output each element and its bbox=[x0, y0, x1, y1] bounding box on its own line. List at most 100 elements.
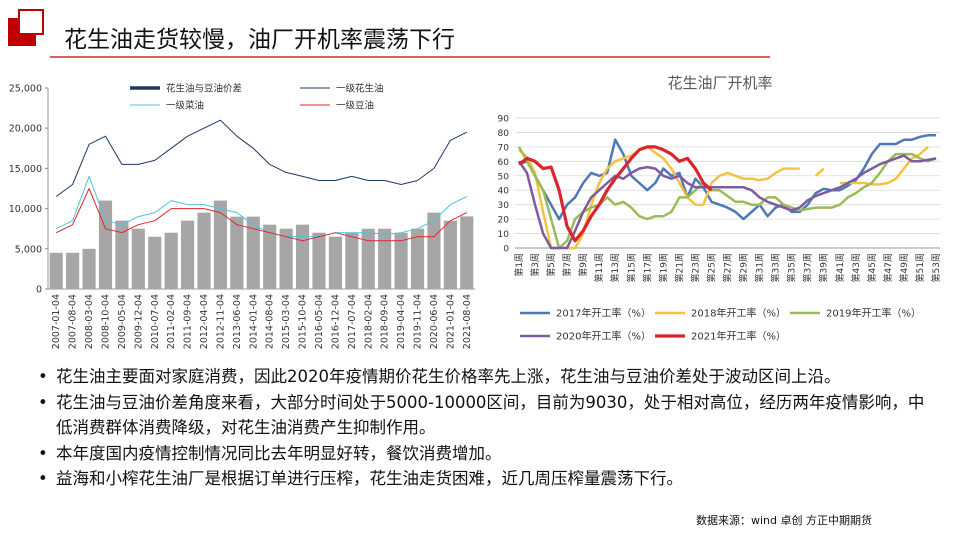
bar bbox=[66, 252, 80, 289]
x-tick-label: 2014-01-04 bbox=[248, 294, 259, 349]
bar bbox=[378, 228, 392, 289]
x-tick-label: 第43周 bbox=[850, 253, 862, 282]
y-tick-label: 25,000 bbox=[9, 84, 42, 95]
legend-label: 花生油与豆油价差 bbox=[166, 83, 242, 95]
x-tick-label: 2013-06-04 bbox=[232, 294, 243, 349]
x-tick-label: 2015-10-04 bbox=[298, 294, 309, 349]
x-tick-label: 2011-09-04 bbox=[183, 294, 194, 349]
x-tick-label: 第13周 bbox=[609, 253, 621, 282]
y-tick-label: 20 bbox=[498, 216, 510, 226]
x-tick-label: 第35周 bbox=[786, 253, 798, 282]
bar bbox=[181, 220, 195, 289]
bar bbox=[427, 212, 441, 289]
legend-label: 2021年开工率（%） bbox=[691, 330, 786, 343]
x-tick-label: 第31周 bbox=[754, 253, 766, 282]
x-tick-label: 2020-06-04 bbox=[429, 294, 440, 349]
legend-label: 2020年开工率（%） bbox=[556, 330, 651, 343]
bar bbox=[394, 232, 408, 289]
y-tick-label: 0 bbox=[36, 285, 42, 296]
x-tick-label: 第15周 bbox=[625, 253, 637, 282]
legend-label: 一级豆油 bbox=[336, 100, 374, 112]
y-tick-label: 40 bbox=[498, 187, 510, 197]
bar bbox=[49, 252, 63, 289]
bar bbox=[164, 232, 178, 289]
y-tick-label: 0 bbox=[503, 245, 509, 255]
x-tick-label: 2007-08-04 bbox=[68, 294, 79, 349]
line bbox=[518, 145, 713, 243]
line bbox=[517, 154, 937, 250]
bar bbox=[279, 228, 293, 289]
bar bbox=[460, 216, 474, 289]
x-tick-label: 2012-04-04 bbox=[199, 294, 210, 349]
y-tick-label: 70 bbox=[498, 143, 510, 153]
x-tick-label: 第25周 bbox=[705, 253, 717, 282]
x-tick-label: 第53周 bbox=[930, 253, 942, 282]
bar bbox=[361, 228, 375, 289]
bar bbox=[328, 236, 342, 289]
source: 数据来源：wind 卓创 方正中期期货 bbox=[696, 514, 872, 527]
x-tick-label: 第27周 bbox=[722, 253, 734, 282]
chart-title: 花生油厂开机率 bbox=[667, 74, 772, 92]
y-tick-label: 10,000 bbox=[9, 204, 42, 215]
legend-label: 一级花生油 bbox=[336, 83, 384, 95]
x-tick-label: 第5周 bbox=[545, 253, 557, 277]
x-tick-label: 2010-07-04 bbox=[150, 294, 161, 349]
legend-label: 2018年开工率（%） bbox=[691, 307, 786, 320]
legend-label: 2019年开工率（%） bbox=[826, 307, 921, 320]
y-tick-label: 90 bbox=[498, 115, 510, 125]
x-tick-label: 2018-02-04 bbox=[363, 294, 374, 349]
bullet: 益海和小榨花生油厂是根据订单进行压榨，花生油走货困难，近几周压榨量震荡下行。 bbox=[34, 466, 934, 492]
x-tick-label: 2016-12-04 bbox=[330, 294, 341, 349]
y-tick-label: 20,000 bbox=[9, 124, 42, 135]
bar bbox=[197, 212, 211, 289]
x-tick-label: 第3周 bbox=[529, 253, 541, 277]
y-tick-label: 60 bbox=[498, 158, 510, 168]
x-tick-label: 2021-08-04 bbox=[462, 294, 473, 349]
x-tick-label: 第9周 bbox=[577, 253, 589, 277]
bar bbox=[131, 228, 145, 289]
y-tick-label: 50 bbox=[498, 172, 510, 182]
x-tick-label: 第29周 bbox=[738, 253, 750, 282]
x-tick-label: 2012-11-04 bbox=[215, 294, 226, 349]
line bbox=[55, 119, 468, 197]
x-tick-label: 第37周 bbox=[802, 253, 814, 282]
title: 花生油走货较慢，油厂开机率震荡下行 bbox=[64, 27, 455, 53]
x-tick-label: 2011-02-04 bbox=[166, 294, 177, 349]
x-tick-label: 2017-07-04 bbox=[347, 294, 358, 349]
bullet: 花生油与豆油价差角度来看，大部分时间处于5000-10000区间，目前为9030… bbox=[34, 390, 934, 441]
y-tick-label: 15,000 bbox=[9, 164, 42, 175]
x-tick-label: 第39周 bbox=[818, 253, 830, 282]
x-tick-label: 2007-01-04 bbox=[51, 294, 62, 349]
x-tick-label: 第33周 bbox=[770, 253, 782, 282]
bar bbox=[263, 224, 277, 289]
x-tick-label: 第49周 bbox=[898, 253, 910, 282]
x-tick-label: 第47周 bbox=[882, 253, 894, 282]
y-tick-label: 5,000 bbox=[15, 244, 42, 255]
y-tick-label: 10 bbox=[498, 230, 510, 240]
x-tick-label: 第41周 bbox=[834, 253, 846, 282]
bar bbox=[82, 248, 96, 289]
x-tick-label: 第45周 bbox=[866, 253, 878, 282]
line bbox=[517, 146, 937, 250]
line bbox=[518, 134, 936, 221]
bar bbox=[312, 232, 326, 289]
bar bbox=[115, 220, 129, 289]
x-tick-label: 第19周 bbox=[657, 253, 669, 282]
y-tick-label: 80 bbox=[498, 129, 510, 139]
bar bbox=[148, 236, 162, 289]
x-tick-label: 2008-03-04 bbox=[84, 294, 95, 349]
bar bbox=[246, 216, 260, 289]
x-tick-label: 2018-09-04 bbox=[380, 294, 391, 349]
bar bbox=[230, 216, 244, 289]
legend-label: 一级菜油 bbox=[166, 100, 204, 112]
line bbox=[55, 175, 468, 238]
x-tick-label: 第23周 bbox=[689, 253, 701, 282]
charts: 0 5,000 10,000 15,000 20,000 25,000 2007-01-04… bbox=[8, 9, 942, 349]
bullet: 本年度国内疫情控制情况同比去年明显好转，餐饮消费增加。 bbox=[34, 441, 934, 467]
x-tick-label: 2008-10-04 bbox=[100, 294, 111, 349]
line bbox=[55, 188, 468, 242]
x-tick-label: 第21周 bbox=[673, 253, 685, 282]
x-tick-label: 第7周 bbox=[561, 253, 573, 277]
y-tick-label: 30 bbox=[498, 201, 510, 211]
